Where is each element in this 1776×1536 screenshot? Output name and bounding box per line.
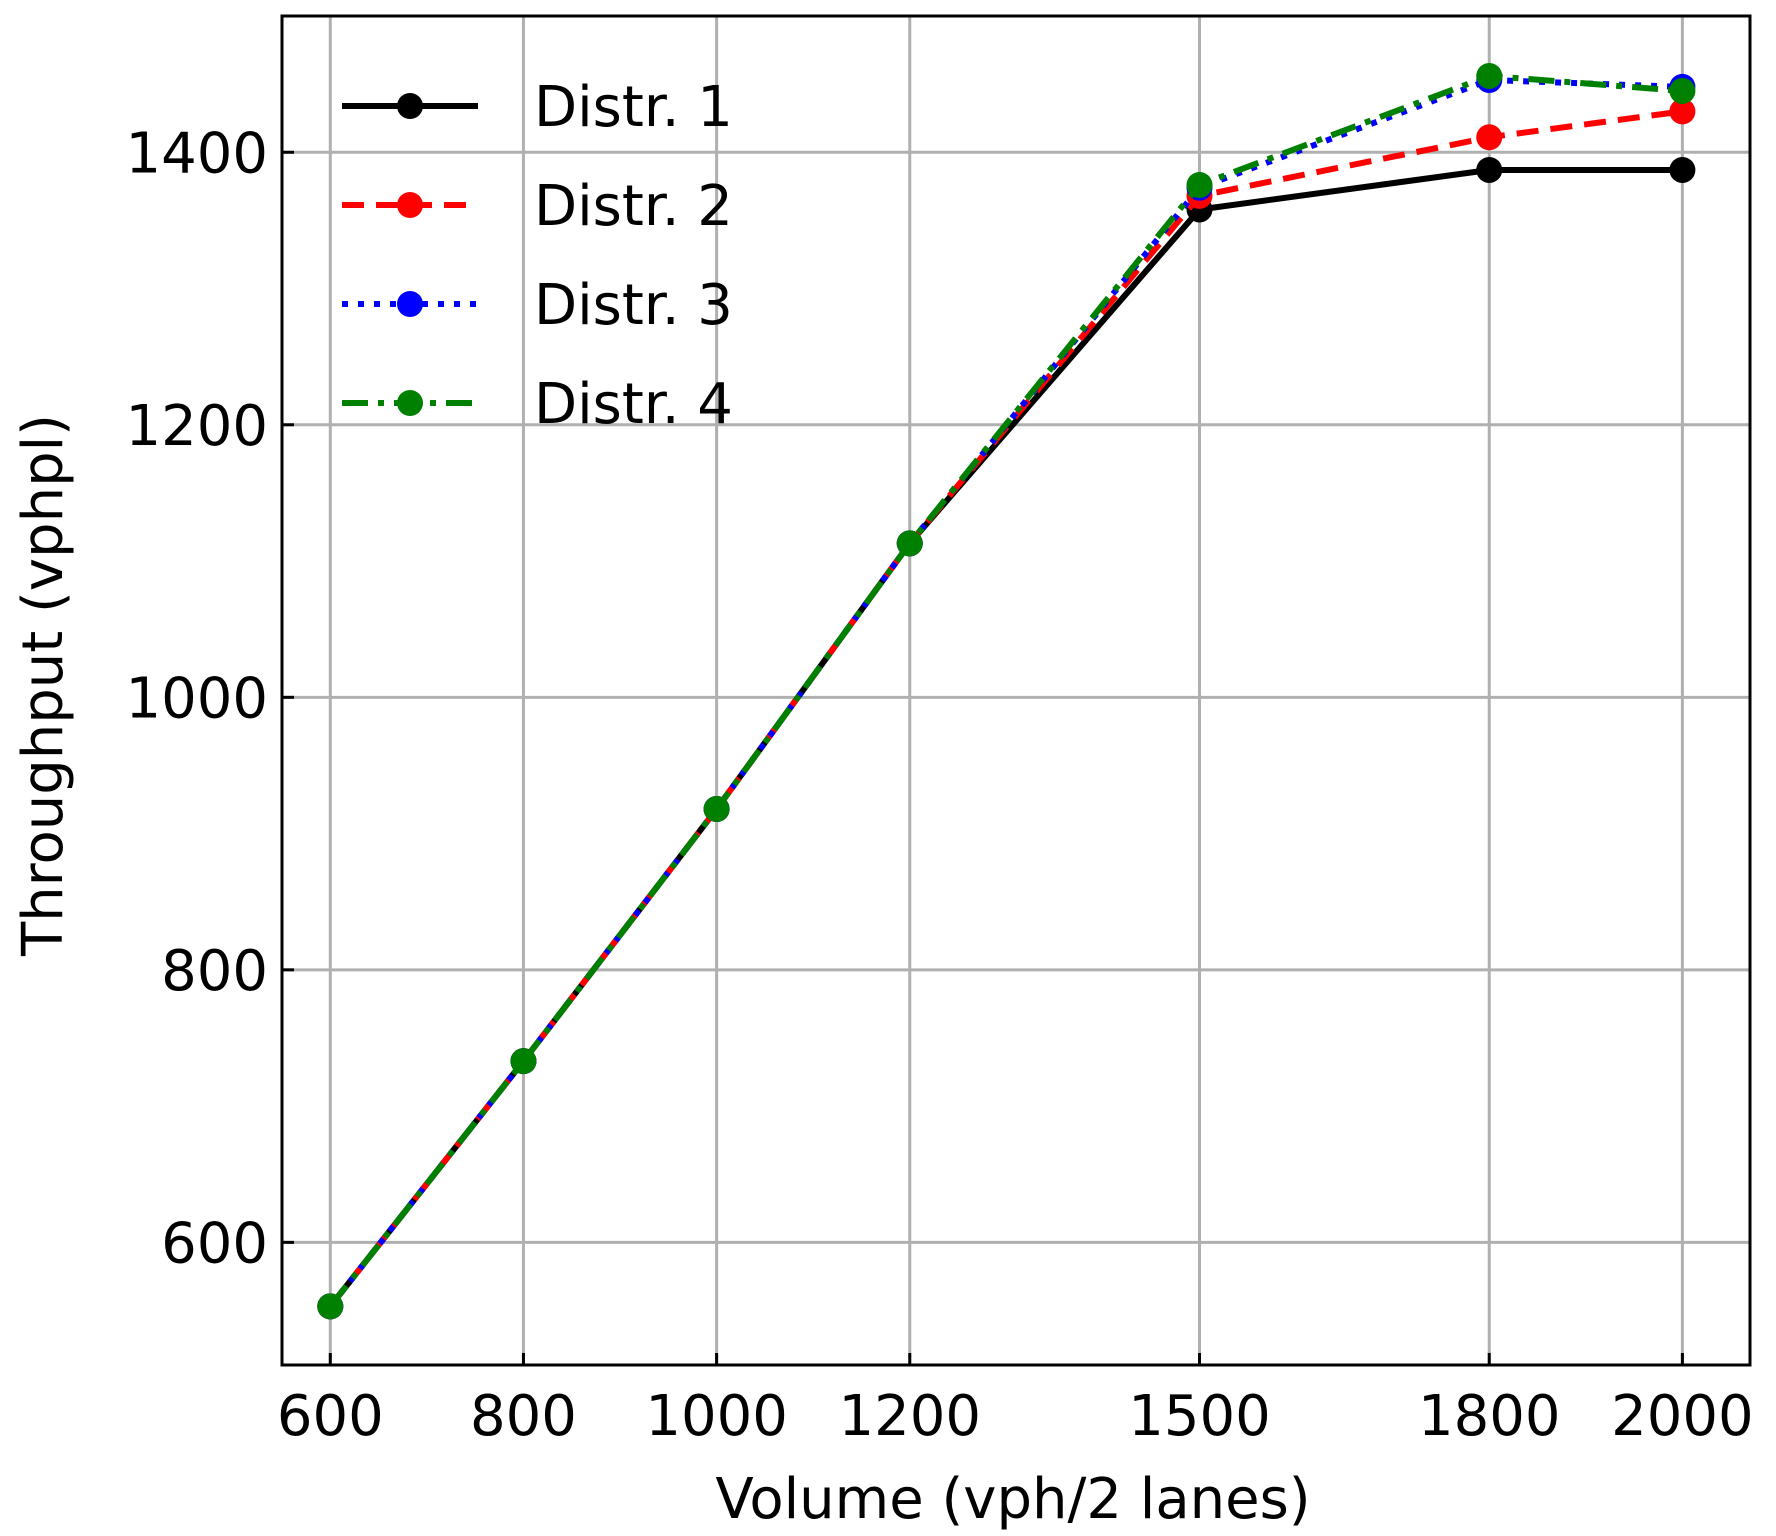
data-point (1186, 171, 1213, 198)
plot-frame (280, 14, 1752, 1367)
series-4 (317, 62, 1696, 1320)
legend-item: Distr. 2 (342, 174, 733, 239)
data-point (896, 530, 923, 557)
legend-label: Distr. 2 (534, 174, 733, 239)
data-point (703, 796, 730, 823)
data-point (1476, 156, 1503, 183)
legend: Distr. 1 Distr. 2 Distr. 3 Distr. 4 (342, 75, 733, 437)
data-point (1669, 156, 1696, 183)
y-tick-label: 1200 (125, 394, 268, 459)
data-point (510, 1048, 537, 1075)
legend-swatch-marker (397, 93, 423, 119)
x-tick-label: 600 (277, 1384, 384, 1449)
series-line (327, 166, 1683, 1309)
y-tick-label: 1000 (125, 666, 268, 731)
tick-labels: 600 800 1000 1200 1500 1800 2000 600 800 1000 1200… (125, 121, 1753, 1449)
legend-swatch-marker (397, 192, 423, 218)
y-tick-label: 1400 (125, 121, 268, 186)
data-point (317, 1293, 344, 1320)
x-axis-title: Volume (vph/2 lanes) (715, 1467, 1310, 1532)
series-line (327, 77, 1683, 1309)
data-point (1669, 98, 1696, 125)
x-tick-label: 800 (470, 1384, 577, 1449)
y-tick-label: 800 (161, 939, 268, 1004)
data-point (1476, 124, 1503, 151)
data-point (1476, 62, 1503, 89)
x-tick-label: 1200 (839, 1384, 982, 1449)
legend-swatch-marker (397, 291, 423, 317)
y-tick-label: 600 (161, 1211, 268, 1276)
series-line (327, 72, 1683, 1309)
legend-label: Distr. 3 (534, 273, 733, 338)
legend-item: Distr. 4 (342, 372, 733, 437)
data-point (1669, 77, 1696, 104)
x-tick-label: 2000 (1611, 1384, 1754, 1449)
x-tick-label: 1000 (645, 1384, 788, 1449)
legend-label: Distr. 1 (534, 75, 733, 140)
grid (282, 16, 1750, 1365)
legend-swatch-marker (397, 390, 423, 416)
legend-item: Distr. 3 (342, 273, 733, 338)
series-layer (317, 62, 1696, 1320)
y-axis-title: Throughput (vphpl) (11, 414, 76, 957)
x-tick-label: 1800 (1418, 1384, 1561, 1449)
ticks (282, 150, 1684, 1365)
legend-label: Distr. 4 (534, 372, 733, 437)
x-tick-label: 1500 (1128, 1384, 1271, 1449)
legend-item: Distr. 1 (342, 75, 733, 140)
